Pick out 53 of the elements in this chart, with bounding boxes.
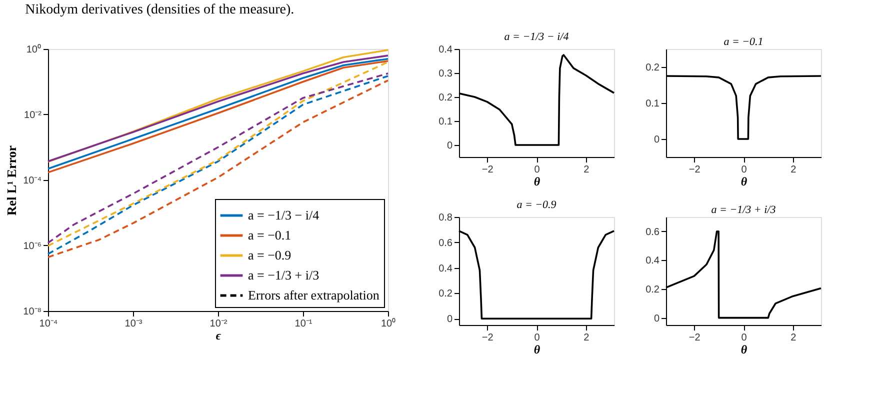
y-tick-label: 10⁰ (26, 44, 42, 56)
y-tick-label: 0.4 (438, 263, 453, 274)
x-tick-label: 2 (584, 332, 590, 344)
x-axis-title: θ (534, 174, 541, 188)
x-tick-label: 10⁻³ (124, 318, 143, 330)
y-tick-label: 10⁻⁸ (23, 306, 42, 318)
legend-label: a = −0.1 (248, 228, 292, 242)
x-axis-title: θ (740, 342, 748, 356)
chart-title: a = −1/3 + i/3 (711, 204, 776, 216)
y-tick-label: 10⁻⁶ (23, 241, 42, 252)
y-tick-label: 0 (654, 134, 660, 146)
x-tick-label: 0 (534, 164, 540, 176)
x-tick-label: 0 (741, 332, 748, 344)
text: Nikodym derivatives (densities of the measure). (25, 2, 294, 18)
y-tick-label: 0.1 (646, 98, 660, 110)
y-axis-title: Rel L¹ Error (4, 145, 20, 216)
y-tick-label: 0.8 (438, 212, 453, 224)
y-tick-label: 0 (446, 140, 453, 152)
x-axis-title: ϵ (216, 328, 222, 342)
y-tick-label: 0.4 (646, 256, 660, 267)
x-axis-title: θ (740, 174, 748, 188)
y-tick-label: 0.6 (646, 226, 660, 238)
x-tick-label: −2 (482, 164, 494, 176)
y-tick-label: 0.6 (438, 238, 453, 249)
y-tick-label: 0.2 (646, 62, 660, 74)
x-tick-label: 10⁰ (380, 318, 396, 330)
x-tick-label: 0 (534, 332, 540, 344)
x-tick-label: 2 (584, 164, 590, 176)
legend-label: a = −1/3 + i/3 (248, 268, 320, 282)
x-tick-label: 10⁻² (210, 318, 228, 330)
y-tick-label: 0.3 (438, 68, 453, 80)
y-tick-label: 0.1 (438, 116, 453, 128)
chart-title: a = −1/3 − i/4 (504, 31, 570, 43)
x-tick-label: −2 (688, 164, 701, 176)
x-tick-label: 10⁻⁴ (39, 318, 58, 330)
x-axis-title: θ (534, 342, 541, 356)
x-tick-label: 2 (790, 164, 797, 176)
legend-label: a = −1/3 − i/4 (248, 208, 320, 222)
x-tick-label: −2 (688, 332, 701, 344)
y-tick-label: 10⁻⁴ (23, 176, 42, 186)
y-tick-label: 0.2 (646, 284, 660, 296)
y-tick-label: 10⁻² (24, 110, 42, 121)
y-tick-label: 0.2 (438, 288, 453, 300)
x-tick-label: 2 (790, 332, 797, 344)
legend-label: a = −0.9 (248, 248, 292, 262)
chart-title: a = −0.1 (724, 36, 764, 48)
y-tick-label: 0.2 (438, 92, 453, 104)
legend-label: Errors after extrapolation (248, 288, 380, 302)
y-tick-label: 0.4 (438, 44, 453, 56)
chart-title: a = −0.9 (516, 199, 557, 211)
x-tick-label: 0 (741, 164, 748, 176)
x-tick-label: 10⁻¹ (294, 318, 313, 330)
x-tick-label: −2 (482, 332, 494, 344)
